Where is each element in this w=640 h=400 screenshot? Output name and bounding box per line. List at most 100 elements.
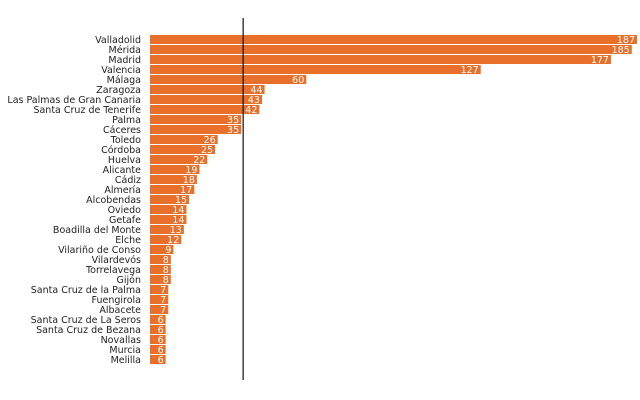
bar-getafe — [150, 215, 187, 224]
category-label-malaga: Málaga — [107, 75, 141, 86]
value-label-alcobendas: 15 — [175, 195, 187, 206]
bar-toledo — [150, 135, 218, 144]
category-label-oviedo: Oviedo — [108, 205, 142, 216]
value-label-merida: 185 — [612, 45, 630, 56]
category-label-cordoba: Córdoba — [101, 145, 141, 156]
bar-fuengirola — [150, 295, 169, 304]
category-label-las-palmas-de-gran-canaria: Las Palmas de Gran Canaria — [7, 95, 141, 106]
value-label-santa-cruz-de-bezana: 6 — [158, 325, 164, 336]
bar-novallas — [150, 335, 166, 344]
category-label-elche: Elche — [115, 235, 141, 246]
bar-santa-cruz-de-bezana — [150, 325, 166, 334]
value-label-cadiz: 18 — [183, 175, 195, 186]
value-label-malaga: 60 — [292, 75, 304, 86]
bar-merida — [150, 45, 632, 54]
category-label-santa-cruz-de-tenerife: Santa Cruz de Tenerife — [33, 105, 141, 116]
category-label-novallas: Novallas — [101, 335, 141, 346]
value-label-oviedo: 14 — [172, 205, 184, 216]
bar-murcia — [150, 345, 166, 354]
bar-santa-cruz-de-la-seros — [150, 315, 166, 324]
category-label-alicante: Alicante — [103, 165, 142, 176]
value-label-albacete: 7 — [160, 305, 166, 316]
value-label-murcia: 6 — [158, 345, 164, 356]
bar-valladolid — [150, 35, 637, 44]
category-label-santa-cruz-de-la-palma: Santa Cruz de la Palma — [31, 285, 141, 296]
category-label-valencia: Valencia — [101, 65, 141, 76]
bar-boadilla-del-monte — [150, 225, 184, 234]
value-label-melilla: 6 — [158, 355, 164, 366]
bar-elche — [150, 235, 182, 244]
category-label-palma: Palma — [112, 115, 141, 126]
category-label-gijon: Gijón — [117, 275, 141, 286]
value-label-vilarino-de-conso: 9 — [165, 245, 171, 256]
value-label-torrelavega: 8 — [163, 265, 169, 276]
category-labels: ValladolidMéridaMadridValenciaMálagaZara… — [7, 35, 141, 366]
value-label-toledo: 26 — [204, 135, 216, 146]
category-label-madrid: Madrid — [108, 55, 141, 66]
bar-torrelavega — [150, 265, 171, 274]
bar-malaga — [150, 75, 307, 84]
value-label-caceres: 35 — [227, 125, 239, 136]
category-label-melilla: Melilla — [111, 355, 141, 366]
bar-gijon — [150, 275, 171, 284]
bar-vilardevos — [150, 255, 171, 264]
value-label-cordoba: 25 — [201, 145, 213, 156]
bar-alicante — [150, 165, 200, 174]
value-label-elche: 12 — [167, 235, 179, 246]
value-label-huelva: 22 — [193, 155, 205, 166]
bar-albacete — [150, 305, 169, 314]
category-label-fuengirola: Fuengirola — [92, 295, 141, 306]
value-label-las-palmas-de-gran-canaria: 43 — [248, 95, 260, 106]
bar-valencia — [150, 65, 481, 74]
bar-santa-cruz-de-la-palma — [150, 285, 169, 294]
category-label-valladolid: Valladolid — [95, 35, 141, 46]
category-label-santa-cruz-de-la-seros: Santa Cruz de La Seros — [31, 315, 141, 326]
bar-santa-cruz-de-tenerife — [150, 105, 260, 114]
category-label-torrelavega: Torrelavega — [85, 265, 141, 276]
value-label-novallas: 6 — [158, 335, 164, 346]
value-label-palma: 35 — [227, 115, 239, 126]
bar-zaragoza — [150, 85, 265, 94]
value-label-fuengirola: 7 — [160, 295, 166, 306]
category-label-huelva: Huelva — [108, 155, 141, 166]
category-label-merida: Mérida — [109, 45, 141, 56]
category-label-murcia: Murcia — [109, 345, 141, 356]
category-label-almeria: Almería — [104, 185, 141, 196]
category-label-albacete: Albacete — [99, 305, 141, 316]
value-label-santa-cruz-de-tenerife: 42 — [245, 105, 257, 116]
value-label-almeria: 17 — [180, 185, 192, 196]
value-label-madrid: 177 — [591, 55, 609, 66]
category-label-caceres: Cáceres — [103, 125, 141, 136]
value-label-getafe: 14 — [172, 215, 184, 226]
bar-vilarino-de-conso — [150, 245, 174, 254]
category-label-cadiz: Cádiz — [115, 175, 141, 186]
bar-oviedo — [150, 205, 187, 214]
category-label-getafe: Getafe — [109, 215, 141, 226]
value-label-valencia: 127 — [461, 65, 479, 76]
bar-cordoba — [150, 145, 216, 154]
bar-las-palmas-de-gran-canaria — [150, 95, 262, 104]
bars-layer — [150, 35, 637, 364]
category-label-vilarino-de-conso: Vilariño de Conso — [58, 245, 141, 256]
bar-palma — [150, 115, 242, 124]
value-label-alicante: 19 — [185, 165, 197, 176]
category-label-santa-cruz-de-bezana: Santa Cruz de Bezana — [36, 325, 141, 336]
value-labels: 1871851771276044434235352625221918171514… — [158, 35, 635, 366]
bar-alcobendas — [150, 195, 190, 204]
category-label-boadilla-del-monte: Boadilla del Monte — [53, 225, 141, 236]
value-label-santa-cruz-de-la-palma: 7 — [160, 285, 166, 296]
value-label-boadilla-del-monte: 13 — [170, 225, 182, 236]
bar-melilla — [150, 355, 166, 364]
bar-almeria — [150, 185, 195, 194]
value-label-valladolid: 187 — [617, 35, 635, 46]
bar-caceres — [150, 125, 242, 134]
category-label-alcobendas: Alcobendas — [86, 195, 141, 206]
value-label-vilardevos: 8 — [163, 255, 169, 266]
value-label-gijon: 8 — [163, 275, 169, 286]
bar-madrid — [150, 55, 611, 64]
category-label-zaragoza: Zaragoza — [96, 85, 141, 96]
bar-cadiz — [150, 175, 197, 184]
value-label-zaragoza: 44 — [250, 85, 262, 96]
bar-huelva — [150, 155, 208, 164]
